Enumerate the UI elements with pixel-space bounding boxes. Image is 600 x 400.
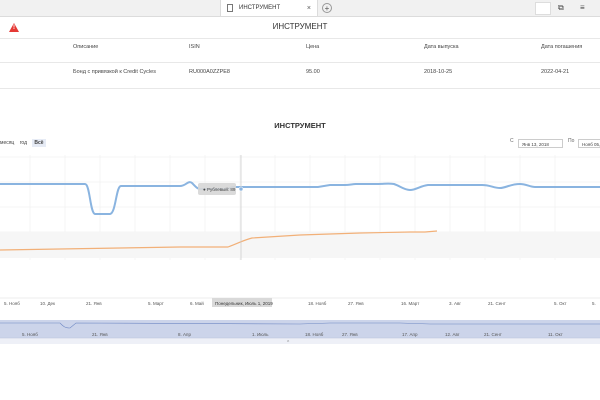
nav-tick: 18. Нояб bbox=[305, 332, 324, 337]
menu-icon[interactable]: ≡ bbox=[580, 3, 585, 12]
to-label: По bbox=[568, 138, 575, 144]
navigator-collapse-icon[interactable]: ⌃ bbox=[286, 340, 290, 346]
x-tick: 5. Нояб bbox=[4, 301, 20, 306]
window-address-field[interactable] bbox=[535, 2, 551, 15]
restore-window-icon[interactable]: ⧉ bbox=[558, 3, 564, 12]
nav-tick: 27. Янв bbox=[342, 332, 358, 337]
crosshair-label-box bbox=[212, 298, 272, 307]
page-title: ИНСТРУМЕНТ bbox=[272, 22, 328, 31]
x-tick: 27. Янв bbox=[348, 301, 364, 306]
range-all-button[interactable]: Всё bbox=[32, 139, 46, 147]
crosshair-point bbox=[238, 186, 244, 192]
chart-title: ИНСТРУМЕНТ bbox=[274, 121, 326, 130]
nav-tick: 1. Июль bbox=[252, 332, 269, 337]
header-description: Описание bbox=[73, 44, 99, 50]
x-tick: 5. Окт bbox=[554, 301, 567, 306]
browser-tab-bar: ИНСТРУМЕНТ × + ⧉ ≡ bbox=[0, 0, 600, 17]
warning-icon: ! bbox=[9, 23, 19, 32]
header-price: Цена bbox=[306, 44, 320, 50]
divider bbox=[0, 88, 600, 89]
navigator-series bbox=[0, 322, 600, 329]
value-price: 95.00 bbox=[306, 69, 320, 75]
x-tick: 3. Авг bbox=[449, 301, 461, 306]
nav-tick: 12. Авг bbox=[445, 332, 460, 337]
x-tick: 10. Дек bbox=[40, 301, 55, 306]
range-selector: месяц год Всё bbox=[0, 139, 50, 147]
x-axis-ticks: 5. Нояб 10. Дек 21. Янв 5. Март 6. Май 1… bbox=[4, 300, 596, 306]
navigator[interactable]: 5. Нояб 21. Янв 8. Апр 1. Июль 18. Нояб … bbox=[0, 320, 600, 346]
value-description: Бонд с привязкой к Credit Cycles bbox=[73, 69, 156, 75]
nav-tick: 17. Апр bbox=[402, 332, 418, 337]
tooltip-box bbox=[198, 183, 236, 195]
value-isin: RU000A0ZZPE8 bbox=[189, 69, 230, 75]
header-issue-date: Дата выпуска bbox=[424, 44, 459, 50]
browser-tab[interactable]: ИНСТРУМЕНТ × bbox=[220, 0, 318, 16]
nav-tick: 11. Окт bbox=[548, 332, 563, 337]
range-month-button[interactable]: месяц bbox=[0, 140, 15, 146]
header-maturity-date: Дата погашения bbox=[541, 44, 583, 50]
x-tick: 6. Май bbox=[190, 300, 204, 306]
header-isin: ISIN bbox=[189, 44, 200, 50]
document-icon bbox=[227, 4, 233, 12]
plot-band bbox=[0, 232, 600, 258]
x-tick: 21. Сент bbox=[488, 301, 506, 306]
value-maturity-date: 2022-04-21 bbox=[541, 69, 570, 75]
to-date-input[interactable]: Нояб 05, 2 bbox=[578, 139, 600, 148]
divider bbox=[0, 38, 600, 39]
series-line-orange bbox=[0, 230, 438, 251]
x-tick: 16. Март bbox=[401, 301, 419, 306]
warning-glyph: ! bbox=[13, 25, 15, 31]
new-tab-button[interactable]: + bbox=[322, 3, 332, 13]
tooltip-text: ● Рублевый: 89 bbox=[203, 186, 236, 192]
nav-tick: 21. Сент bbox=[484, 332, 502, 337]
nav-tick: 21. Янв bbox=[92, 332, 108, 337]
tab-title: ИНСТРУМЕНТ bbox=[239, 5, 281, 11]
from-label: С bbox=[510, 138, 514, 144]
x-tick: 18. Нояб bbox=[308, 301, 327, 306]
series-line-blue bbox=[0, 181, 600, 215]
nav-tick: 8. Апр bbox=[178, 332, 191, 337]
range-year-button[interactable]: год bbox=[19, 140, 27, 146]
x-tick: 5. bbox=[592, 301, 596, 306]
value-issue-date: 2018-10-25 bbox=[424, 69, 453, 75]
navigator-ticks: 5. Нояб 21. Янв 8. Апр 1. Июль 18. Нояб … bbox=[22, 332, 563, 337]
close-tab-icon[interactable]: × bbox=[306, 4, 311, 12]
divider bbox=[0, 62, 600, 63]
crosshair-label: Понедельник, Июль 1, 2019 bbox=[215, 301, 273, 306]
navigator-mask[interactable] bbox=[0, 320, 600, 338]
x-tick: 21. Янв bbox=[86, 301, 102, 306]
x-tick: 5. Март bbox=[148, 301, 164, 306]
nav-tick: 5. Нояб bbox=[22, 332, 38, 337]
from-date-input[interactable]: Янв 13, 2018 bbox=[518, 139, 563, 148]
